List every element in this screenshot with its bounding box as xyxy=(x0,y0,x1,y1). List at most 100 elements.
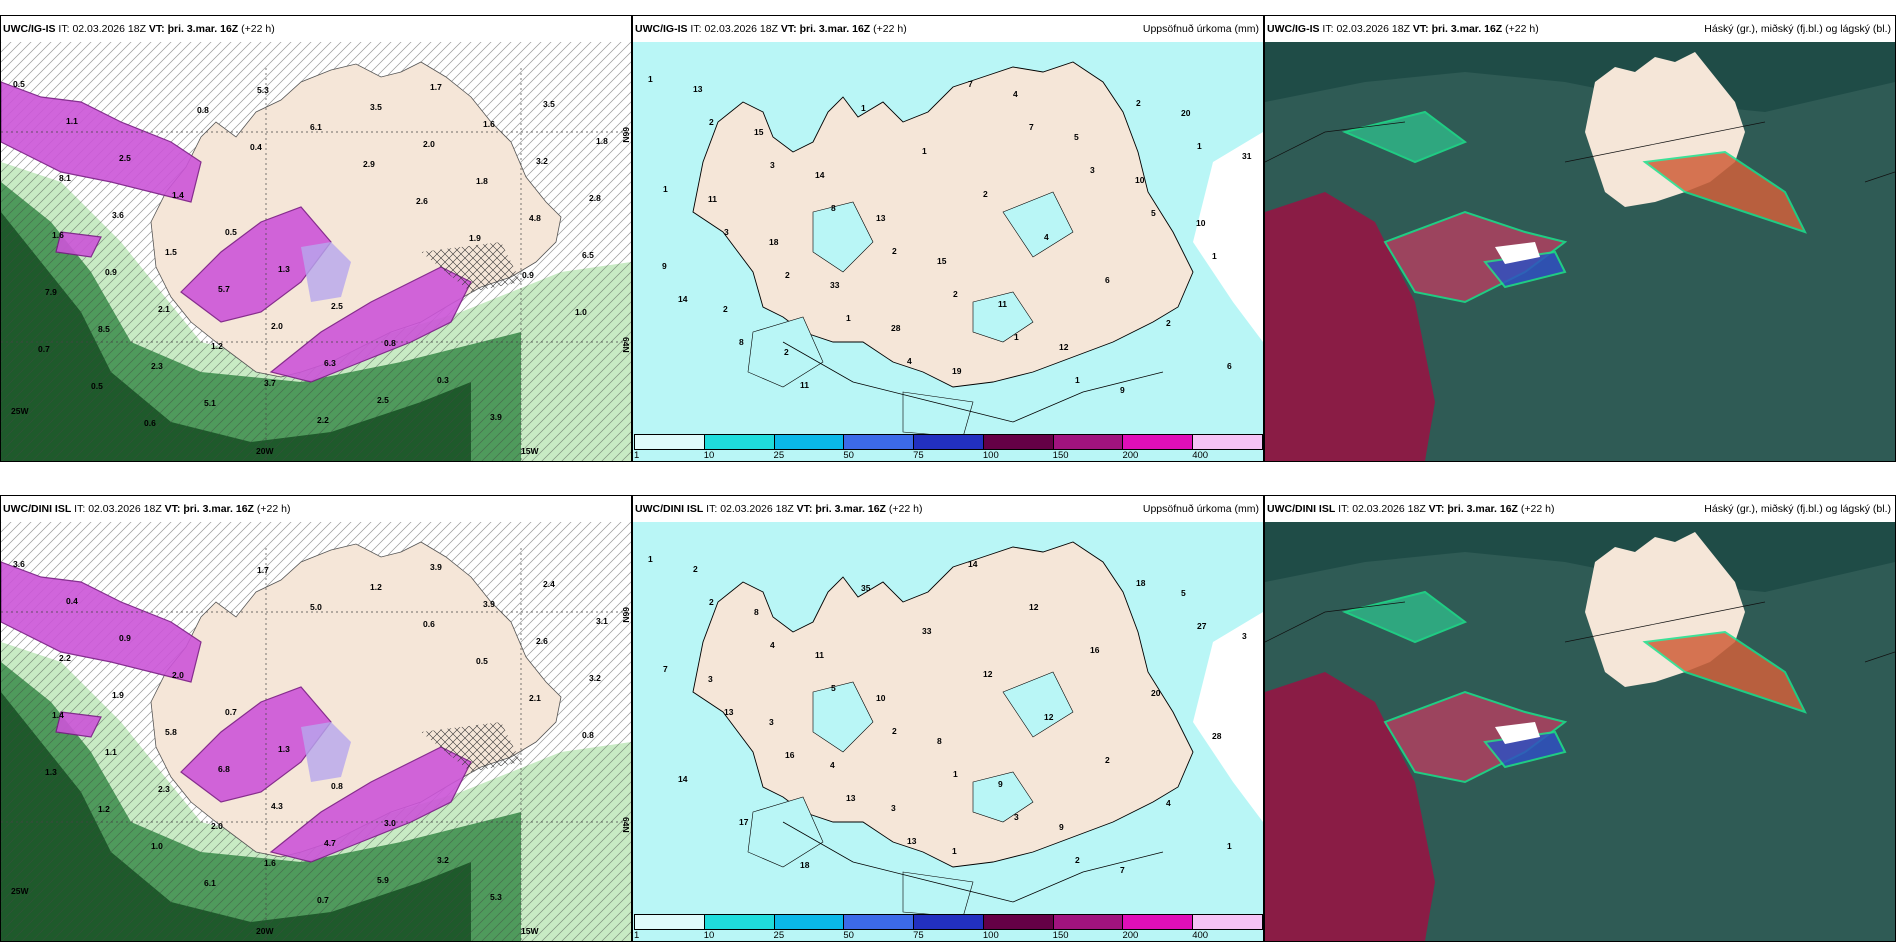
wind-value-label: 5.3 xyxy=(490,892,502,902)
colorbar-segment xyxy=(634,914,705,930)
precip-value-label: 13 xyxy=(724,707,734,717)
precip-value-label: 1 xyxy=(861,103,866,113)
wind-map: 0.5 1.1 2.5 1.4 0.5 1.3 2.5 0.8 0.3 3.9 3.5 1.8 8.1 3… xyxy=(1,42,631,461)
precip-value-label: 2 xyxy=(1105,755,1110,765)
wind-value-label: 1.3 xyxy=(45,767,57,777)
precip-value-label: 1 xyxy=(663,184,668,194)
colorbar: 1 10 25 50 75 100 150 200 400 xyxy=(634,914,1263,941)
colorbar-tick: 50 xyxy=(843,930,854,941)
precip-value-label: 1 xyxy=(1014,332,1019,342)
precip-value-label: 12 xyxy=(1044,712,1054,722)
wind-value-label: 1.3 xyxy=(278,744,290,754)
wind-value-label: 3.5 xyxy=(370,102,382,112)
colorbar-segment xyxy=(1192,914,1263,930)
wind-value-label: 2.3 xyxy=(158,784,170,794)
precip-value-label: 13 xyxy=(876,213,886,223)
colorbar-tick: 25 xyxy=(773,450,785,461)
precip-value-label: 15 xyxy=(937,256,947,266)
cloud-patch xyxy=(1341,110,1468,164)
precip-value-label: 4 xyxy=(1013,89,1018,99)
colorbar-tick: 150 xyxy=(1052,450,1069,461)
heavy-precip-core xyxy=(301,722,351,782)
wind-map: 3.6 0.4 0.9 2.0 0.7 1.3 0.8 3.0 3.2 5.3 2.4 3.1 2.2 1… xyxy=(1,522,631,941)
colorbar-segment xyxy=(1122,434,1194,450)
precip-panel-row1: UWC/IG-IS IT: 02.03.2026 18Z VT: þri. 3.… xyxy=(632,15,1264,462)
wind-value-label: 3.6 xyxy=(13,559,25,569)
wind-value-label: 3.6 xyxy=(112,210,124,220)
precip-value-label: 14 xyxy=(968,559,978,569)
contour-line xyxy=(782,821,1164,903)
wind-value-label: 0.6 xyxy=(144,418,156,428)
boundary-line xyxy=(1265,121,1406,163)
wind-value-label: 1.2 xyxy=(211,341,223,351)
precip-value-label: 1 xyxy=(648,74,653,84)
wind-value-label: 3.5 xyxy=(543,99,555,109)
precip-value-label: 3 xyxy=(708,674,713,684)
colorbar-segment xyxy=(982,914,1054,930)
wind-value-label: 3.1 xyxy=(596,616,608,626)
wind-value-label: 1.4 xyxy=(172,190,184,200)
colorbar-segment xyxy=(913,914,984,930)
precip-band xyxy=(1,561,202,683)
wind-value-label: 1.0 xyxy=(151,841,163,851)
crosshatch-area xyxy=(421,722,521,772)
precip-band xyxy=(55,711,102,738)
wind-value-label: 0.9 xyxy=(522,270,534,280)
cloud-map xyxy=(1265,42,1895,461)
iceland-land xyxy=(692,541,1194,868)
cloud-patch xyxy=(1341,590,1468,644)
precip-value-label: 14 xyxy=(815,170,825,180)
wind-value-label: 6.1 xyxy=(204,878,216,888)
colorbar-tick: 150 xyxy=(1052,930,1069,941)
wind-value-label: 1.2 xyxy=(370,582,382,592)
panel-header: UWC/IG-IS IT: 02.03.2026 18Z VT: þri. 3.… xyxy=(633,16,1263,42)
wind-value-label: 1.5 xyxy=(165,247,177,257)
wind-value-label: 3.2 xyxy=(589,673,601,683)
cloud-panel-row1: UWC/IG-IS IT: 02.03.2026 18Z VT: þri. 3.… xyxy=(1264,15,1896,462)
wind-value-label: 2.1 xyxy=(529,693,541,703)
lat-label: 64N xyxy=(621,337,631,353)
colorbar-segment xyxy=(1052,434,1124,450)
wind-value-label: 4.3 xyxy=(271,801,283,811)
wind-value-label: 2.0 xyxy=(211,821,223,831)
precip-value-label: 9 xyxy=(662,261,667,271)
precip-value-label: 28 xyxy=(891,323,901,333)
precip-value-label: 1 xyxy=(846,313,851,323)
precip-value-label: 7 xyxy=(1029,122,1034,132)
precip-blob xyxy=(1002,191,1074,258)
precip-value-label: 2 xyxy=(892,246,897,256)
precip-value-label: 2 xyxy=(1136,98,1141,108)
crosshatch-area xyxy=(421,242,521,292)
wind-value-label: 0.3 xyxy=(437,375,449,385)
precip-value-label: 2 xyxy=(709,597,714,607)
wind-value-label: 0.8 xyxy=(582,730,594,740)
wind-value-label: 2.0 xyxy=(271,321,283,331)
precip-value-label: 5 xyxy=(831,683,836,693)
wind-value-label: 2.2 xyxy=(317,415,329,425)
lon-label: 15W xyxy=(521,926,539,936)
colorbar-segment xyxy=(982,434,1054,450)
precip-value-label: 2 xyxy=(723,304,728,314)
lat-label: 66N xyxy=(621,127,631,143)
lat-label: 66N xyxy=(621,607,631,623)
colorbar: 1 10 25 50 75 100 150 200 400 xyxy=(634,434,1263,461)
wind-value-label: 2.0 xyxy=(172,670,184,680)
cloud-panel-row2: UWC/DINI ISL IT: 02.03.2026 18Z VT: þri.… xyxy=(1264,495,1896,942)
wind-value-label: 6.3 xyxy=(324,358,336,368)
wind-value-label: 2.5 xyxy=(331,301,343,311)
precip-value-label: 31 xyxy=(1242,151,1252,161)
precip-blob xyxy=(812,201,874,273)
precip-value-label: 2 xyxy=(953,289,958,299)
boundary-line xyxy=(1564,601,1766,643)
high-cloud-area xyxy=(1265,192,1435,461)
precip-value-label: 5 xyxy=(1074,132,1079,142)
precip-value-label: 2 xyxy=(892,726,897,736)
cloud-map xyxy=(1265,522,1895,941)
lon-label: 15W xyxy=(521,446,539,456)
wind-value-label: 2.9 xyxy=(363,159,375,169)
precip-value-label: 16 xyxy=(1090,645,1100,655)
clear-patch xyxy=(1495,722,1540,744)
precip-value-label: 1 xyxy=(1075,375,1080,385)
wind-value-label: 1.9 xyxy=(469,233,481,243)
precip-value-label: 5 xyxy=(1151,208,1156,218)
